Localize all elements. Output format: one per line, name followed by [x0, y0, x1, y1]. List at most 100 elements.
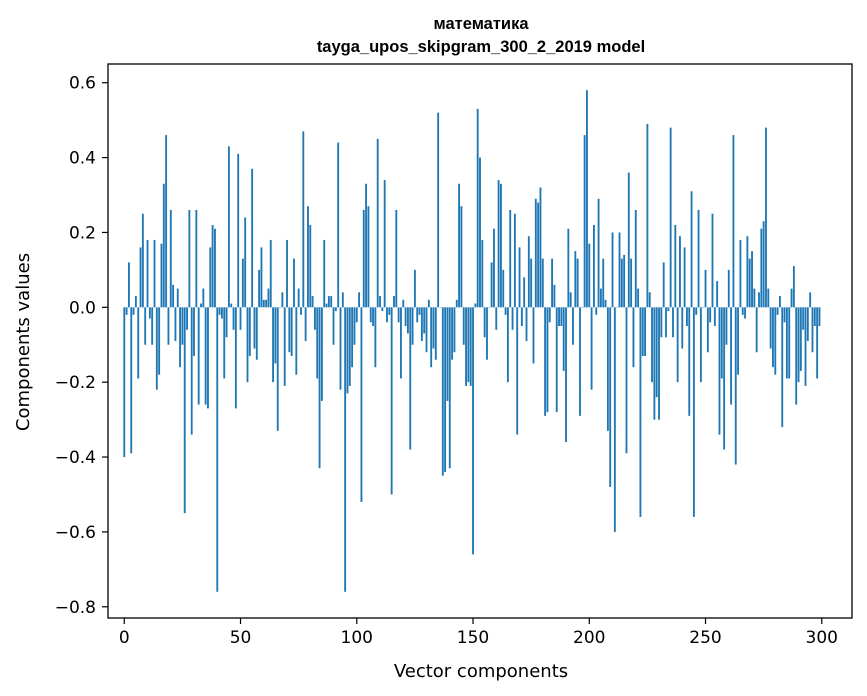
bar-113 — [386, 307, 388, 323]
bar-295 — [809, 292, 812, 308]
bar-274 — [760, 228, 763, 308]
bar-74 — [295, 307, 298, 375]
bar-115 — [390, 307, 393, 495]
bar-211 — [613, 307, 616, 532]
bar-126 — [416, 307, 419, 323]
bar-76 — [300, 307, 302, 315]
bar-283 — [781, 307, 784, 428]
bar-13 — [153, 239, 156, 308]
bar-263 — [734, 307, 737, 465]
bar-86 — [323, 239, 326, 308]
y-tick-label: −0.8 — [55, 598, 96, 618]
bar-185 — [553, 284, 556, 308]
bar-177 — [534, 198, 537, 308]
bar-222 — [639, 307, 642, 517]
bar-16 — [160, 243, 163, 308]
bar-221 — [637, 288, 640, 308]
bar-213 — [618, 232, 621, 308]
bar-278 — [769, 307, 772, 349]
bar-130 — [425, 307, 428, 353]
bar-21 — [172, 284, 175, 308]
bar-117 — [395, 209, 398, 308]
bar-111 — [381, 307, 384, 312]
bar-27 — [186, 307, 188, 330]
bar-42 — [221, 307, 223, 319]
bar-209 — [609, 307, 612, 487]
bar-59 — [260, 247, 263, 308]
y-tick-label: −0.2 — [55, 373, 96, 393]
y-tick-label: 0.6 — [69, 74, 96, 94]
bar-292 — [802, 307, 805, 330]
bar-285 — [785, 307, 788, 379]
bar-71 — [288, 307, 291, 353]
bar-243 — [688, 307, 691, 416]
bar-93 — [339, 307, 342, 390]
bar-172 — [523, 277, 526, 308]
bar-281 — [776, 307, 779, 315]
bar-50 — [239, 307, 242, 330]
bar-192 — [569, 292, 572, 308]
bar-287 — [790, 288, 793, 308]
bar-46 — [230, 303, 233, 308]
bar-275 — [762, 221, 765, 308]
x-tick-label: 0 — [119, 628, 130, 648]
bar-144 — [458, 183, 460, 308]
bar-108 — [374, 307, 377, 368]
bar-291 — [799, 307, 802, 371]
bar-109 — [376, 138, 379, 308]
bar-196 — [579, 307, 581, 416]
x-axis-label: Vector components — [394, 661, 568, 682]
bar-55 — [251, 168, 254, 308]
bar-91 — [334, 307, 337, 312]
bar-37 — [209, 247, 212, 308]
bar-72 — [290, 307, 293, 356]
bar-119 — [400, 307, 402, 379]
bar-256 — [718, 307, 721, 435]
bar-194 — [574, 251, 577, 308]
bar-266 — [741, 307, 744, 315]
x-tick-label: 200 — [573, 628, 605, 648]
y-tick-label: −0.4 — [55, 448, 96, 468]
bar-234 — [667, 307, 670, 312]
bar-11 — [148, 307, 151, 319]
bar-40 — [216, 307, 219, 592]
bar-184 — [551, 258, 554, 308]
bar-29 — [190, 307, 193, 435]
bar-116 — [393, 296, 395, 308]
bar-273 — [758, 292, 760, 308]
bar-9 — [144, 307, 147, 345]
bar-64 — [272, 307, 274, 383]
bar-174 — [527, 236, 530, 308]
bar-7 — [139, 247, 142, 308]
bar-61 — [265, 299, 268, 308]
bar-89 — [330, 296, 333, 308]
bar-102 — [360, 307, 363, 502]
bar-10 — [146, 239, 149, 308]
bar-226 — [648, 292, 651, 308]
bar-235 — [669, 127, 672, 308]
bar-83 — [316, 307, 319, 379]
bar-90 — [332, 307, 335, 345]
bar-114 — [388, 307, 391, 315]
bar-187 — [558, 307, 560, 327]
bar-268 — [746, 236, 749, 308]
bar-217 — [627, 172, 630, 308]
bar-34 — [202, 288, 205, 308]
bar-33 — [200, 303, 202, 308]
bar-44 — [225, 307, 228, 338]
bar-104 — [365, 183, 367, 308]
bar-280 — [774, 307, 777, 375]
bar-106 — [369, 307, 372, 323]
bar-12 — [151, 307, 154, 345]
bar-205 — [599, 288, 602, 308]
bar-52 — [244, 217, 247, 308]
bar-25 — [181, 307, 184, 345]
bar-77 — [302, 131, 305, 308]
bar-299 — [818, 307, 821, 327]
bar-162 — [499, 183, 502, 308]
bar-208 — [606, 307, 609, 431]
bar-203 — [595, 307, 598, 315]
bar-3 — [130, 307, 133, 454]
bar-161 — [497, 180, 500, 308]
bar-164 — [504, 307, 507, 315]
